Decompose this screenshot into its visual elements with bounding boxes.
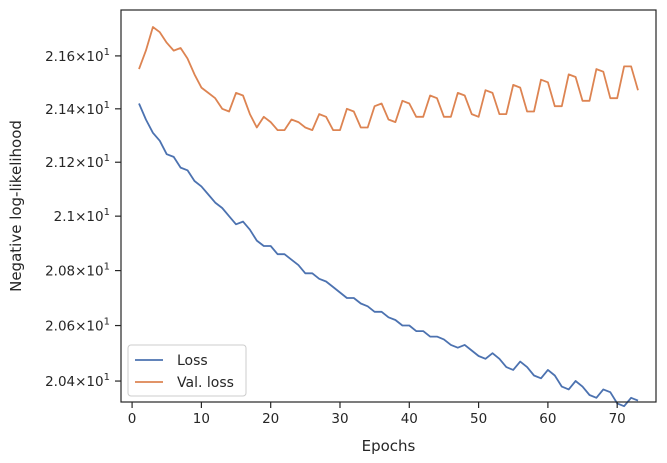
x-tick-label: 70: [609, 411, 626, 427]
x-axis-title: Epochs: [362, 437, 416, 455]
x-tick-label: 20: [262, 411, 279, 427]
series-line-loss: [138, 103, 639, 408]
x-tick-label: 60: [539, 411, 556, 427]
plot-frame: [120, 9, 657, 403]
x-ticks: 0 10 20 30 40 50 60 70: [128, 402, 626, 427]
x-tick-label: 10: [193, 411, 210, 427]
x-tick-label: 30: [331, 411, 348, 427]
legend-label-loss: Loss: [177, 353, 208, 369]
legend-label-val-loss: Val. loss: [177, 375, 234, 391]
y-ticks: 2.04×101 2.06×101 2.08×101 2.1×101 2.12×101 2…: [45, 47, 121, 390]
plot-area: [121, 10, 656, 402]
y-tick-label: 2.12×101: [45, 153, 110, 171]
y-tick-label: 2.14×101: [45, 100, 110, 118]
x-tick-label: 40: [401, 411, 418, 427]
y-tick-label: 2.06×101: [45, 317, 110, 335]
y-tick-label: 2.08×101: [45, 262, 110, 280]
y-tick-label: 2.04×101: [45, 372, 110, 390]
series-layer: [138, 26, 639, 408]
x-tick-label: 50: [470, 411, 487, 427]
y-tick-label: 2.1×101: [54, 207, 110, 225]
y-tick-label: 2.16×101: [45, 47, 110, 65]
series-line-val-loss: [138, 26, 639, 132]
legend: Loss Val. loss: [127, 344, 247, 397]
legend-box: [127, 344, 247, 397]
y-axis-title: Negative log-likelihood: [7, 120, 25, 292]
x-tick-label: 0: [128, 411, 137, 427]
